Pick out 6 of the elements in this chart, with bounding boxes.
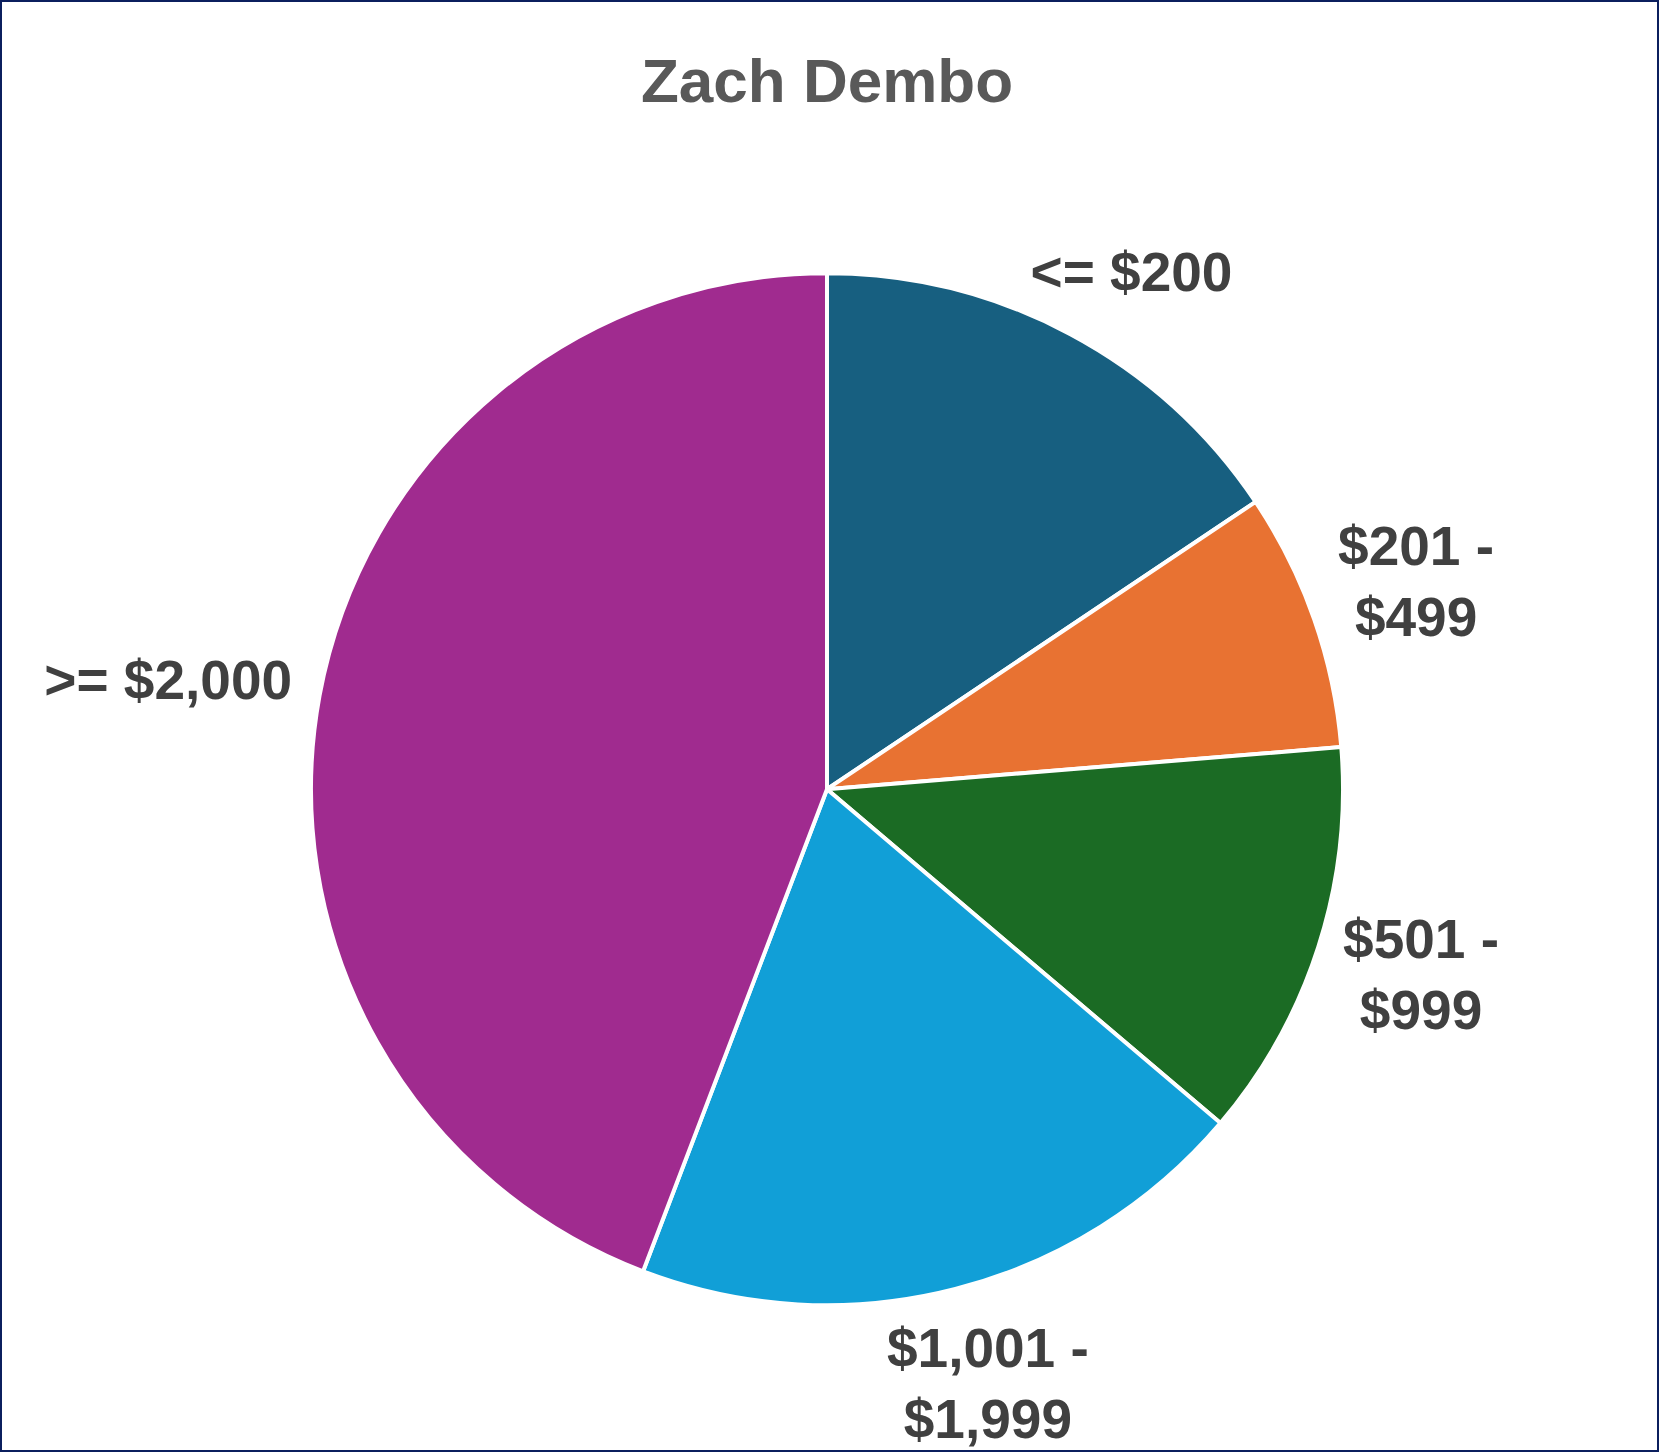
slice-label: $201 - $499 bbox=[1338, 514, 1495, 649]
slice-label: <= $200 bbox=[1030, 241, 1233, 304]
chart-title: Zach Dembo bbox=[640, 46, 1014, 116]
slice-label: $1,001 - $1,999 bbox=[886, 1316, 1089, 1451]
slice-label: >= $2,000 bbox=[44, 648, 293, 711]
slice-label: $501 - $999 bbox=[1343, 907, 1500, 1042]
